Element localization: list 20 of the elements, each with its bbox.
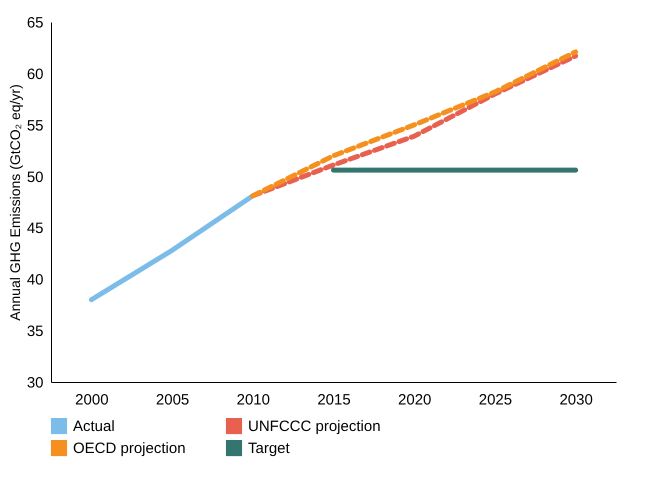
x-tick-label: 2015	[317, 392, 351, 408]
x-tick-label: 2020	[398, 392, 432, 408]
y-tick-label: 50	[26, 168, 44, 186]
x-tick-label: 2025	[478, 392, 512, 408]
legend-label: OECD projection	[73, 440, 186, 457]
x-tick-label: 2010	[236, 392, 270, 408]
legend-label: Actual	[73, 418, 115, 435]
x-tick-label: 2005	[156, 392, 190, 408]
x-tick-label: 2000	[75, 392, 109, 408]
y-tick-label: 55	[26, 117, 44, 134]
legend-label: Target	[248, 440, 291, 457]
y-tick-label: 65	[26, 14, 44, 32]
y-tick-label: 60	[26, 66, 44, 83]
y-tick-label: 30	[26, 374, 44, 392]
x-tick-label: 2030	[559, 392, 593, 408]
y-tick-label: 35	[26, 323, 44, 340]
legend-label: UNFCCC projection	[248, 418, 381, 435]
y-tick-label: 40	[26, 272, 44, 289]
y-tick-label: 45	[26, 220, 44, 238]
y-axis-title: Annual GHG Emissions (GtCO₂ eq/yr)	[6, 84, 23, 321]
